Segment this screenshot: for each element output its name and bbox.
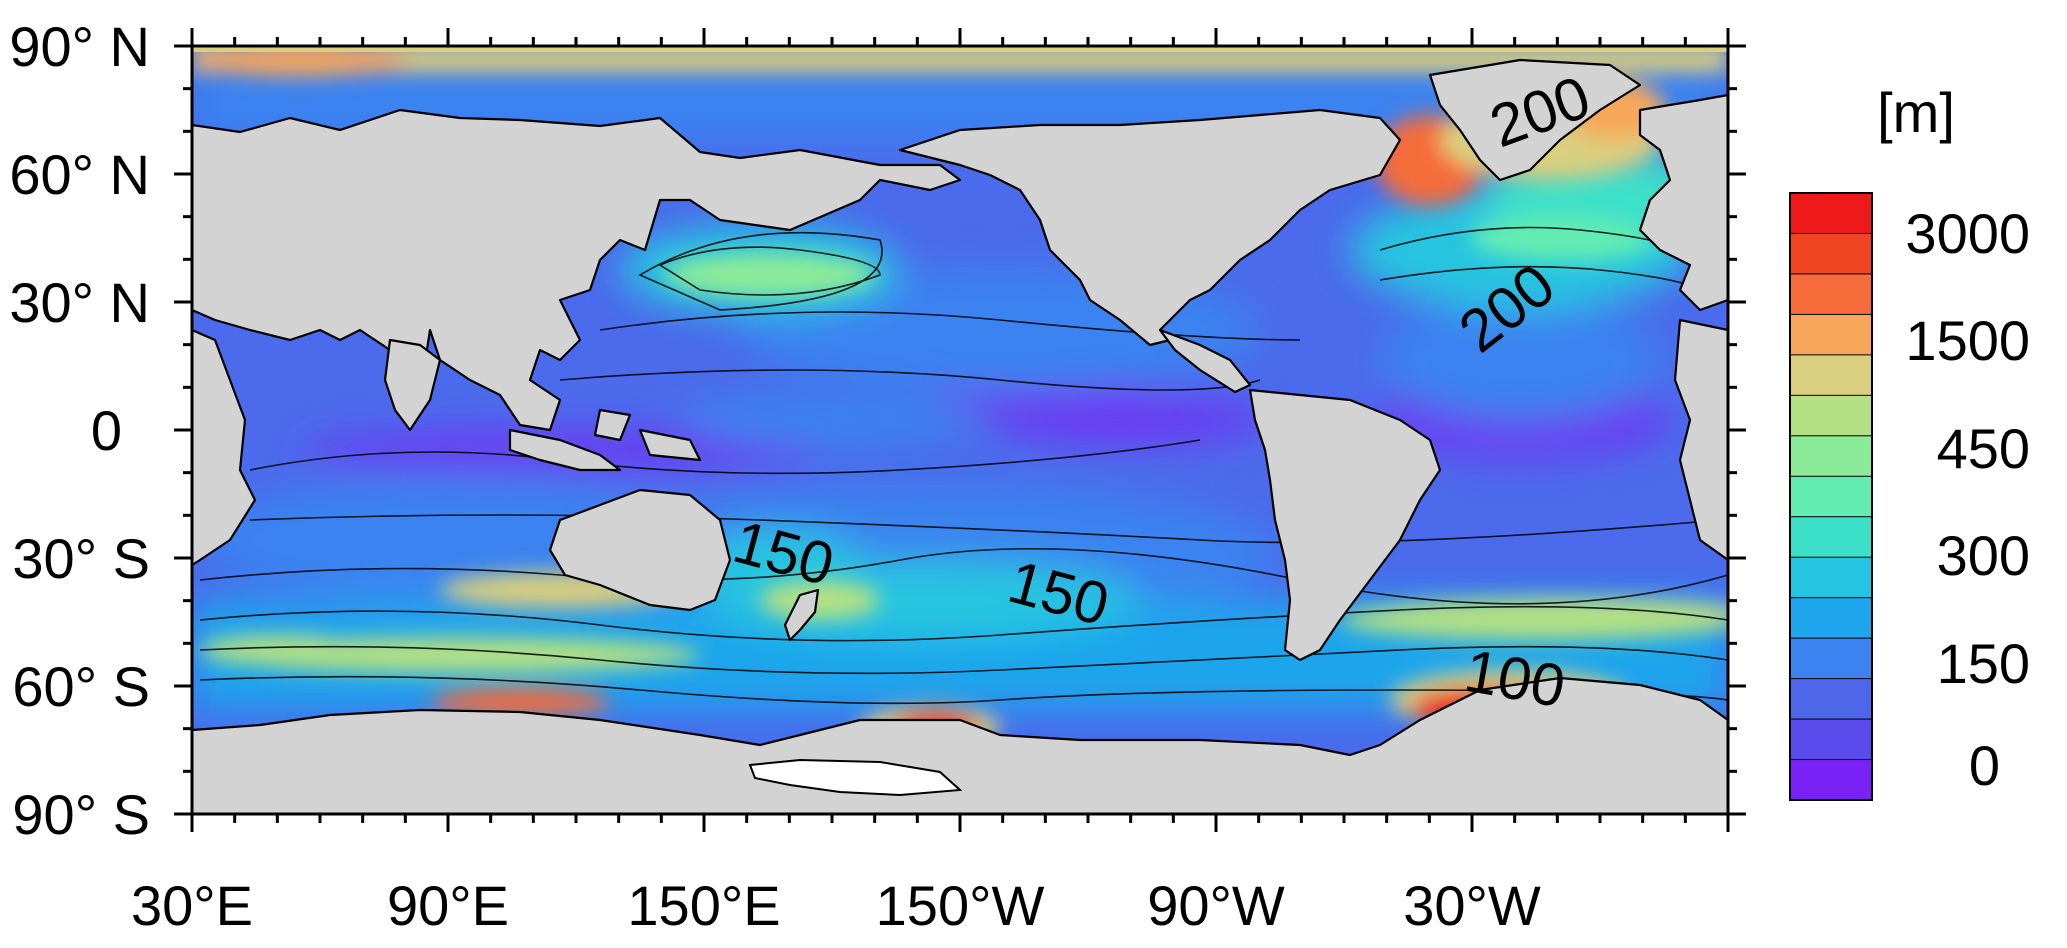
new-zealand-land — [783, 588, 820, 642]
indonesia-land — [508, 428, 622, 472]
antarctica-land — [192, 676, 1728, 814]
colorbar: [m] 3000 1500 450 300 150 0 — [1789, 81, 2030, 801]
y-tick-label: 90° N — [9, 15, 150, 78]
y-axis-labels: 90° N 60° N 30° N 0 30° S 60° S 90° S — [9, 15, 150, 846]
ice-shelf — [748, 758, 963, 797]
india-land — [383, 338, 442, 432]
colorbar-swatch — [1789, 678, 1873, 721]
north-america-land — [898, 108, 1402, 347]
south-america-land — [1248, 388, 1442, 662]
colorbar-swatch — [1789, 718, 1873, 761]
x-tick-label: 150°W — [876, 874, 1045, 937]
africa-land — [192, 328, 257, 567]
x-tick-label: 150°E — [627, 874, 780, 937]
x-axis-labels: 30°E 90°E 150°E 150°W 90°W 30°W — [131, 874, 1541, 937]
colorbar-swatch — [1789, 759, 1873, 801]
colorbar-unit-label: [m] — [1877, 81, 1955, 144]
colorbar-tick-label: 0 — [1969, 734, 2000, 797]
colorbar-swatch — [1789, 435, 1873, 478]
y-tick-label: 30° N — [9, 271, 150, 334]
colorbar-swatches — [1789, 192, 1873, 801]
colorbar-tick-label: 150 — [1937, 632, 2030, 695]
colorbar-swatch — [1789, 475, 1873, 518]
colorbar-swatch — [1789, 516, 1873, 559]
y-tick-label: 90° S — [12, 783, 150, 846]
y-tick-label: 60° S — [12, 655, 150, 718]
greenland-land — [1428, 58, 1642, 182]
landmasses — [192, 58, 1728, 814]
y-tick-label: 0 — [91, 399, 122, 462]
europe-land — [1638, 93, 1728, 312]
colorbar-swatch — [1789, 313, 1873, 356]
colorbar-swatch — [1789, 637, 1873, 680]
map-panel — [192, 46, 1728, 814]
colorbar-swatch — [1789, 597, 1873, 640]
axis-ticks — [174, 28, 1746, 832]
colorbar-tick-label: 450 — [1937, 417, 2030, 480]
x-tick-label: 30°E — [131, 874, 253, 937]
colorbar-swatch — [1789, 192, 1873, 235]
colorbar-tick-label: 1500 — [1905, 309, 2030, 372]
contour-lines — [199, 226, 1728, 705]
colorbar-swatch — [1789, 273, 1873, 316]
colorbar-tick-label: 300 — [1937, 524, 2030, 587]
y-tick-label: 60° N — [9, 143, 150, 206]
x-tick-label: 90°E — [387, 874, 509, 937]
y-tick-label: 30° S — [12, 527, 150, 590]
colorbar-swatch — [1789, 556, 1873, 599]
colorbar-swatch — [1789, 354, 1873, 397]
x-tick-label: 30°W — [1403, 874, 1541, 937]
colorbar-tick-label: 3000 — [1905, 202, 2030, 265]
colorbar-swatch — [1789, 232, 1873, 275]
australia-land — [548, 488, 732, 612]
colorbar-frame — [1789, 192, 1873, 801]
colorbar-swatch — [1789, 394, 1873, 437]
x-tick-label: 90°W — [1147, 874, 1285, 937]
